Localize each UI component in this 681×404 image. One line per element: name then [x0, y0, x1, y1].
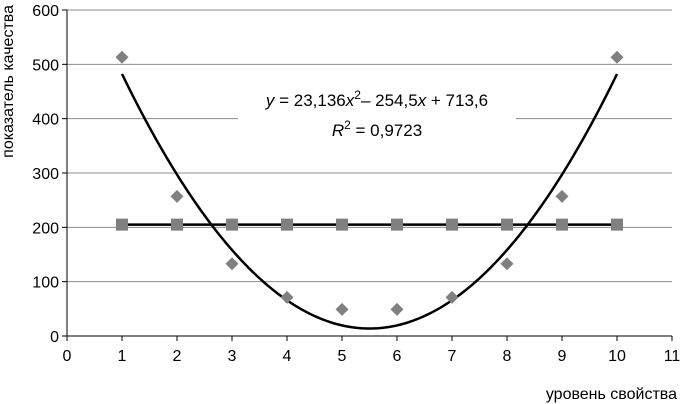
- y-tick-label: 100: [32, 275, 59, 292]
- x-tick-label: 10: [608, 348, 626, 365]
- x-tick-label: 1: [118, 348, 127, 365]
- diamond-point: [390, 302, 404, 316]
- diamond-point: [500, 257, 514, 271]
- square-point: [171, 218, 183, 231]
- y-axis-title: показатель качества: [0, 5, 17, 158]
- square-point: [391, 218, 403, 231]
- x-tick-label: 0: [63, 348, 72, 365]
- equation-box: [238, 84, 516, 146]
- square-point: [336, 218, 348, 231]
- r-squared-label: R2 = 0,9723: [332, 118, 422, 140]
- square-point: [281, 218, 293, 231]
- x-tick-label: 4: [283, 348, 292, 365]
- trendline-equation: y = 23,136x2– 254,5x + 713,6: [265, 88, 488, 110]
- y-tick-label: 400: [32, 112, 59, 129]
- diamond-point: [280, 290, 294, 304]
- square-point: [226, 218, 238, 231]
- y-tick-label: 200: [32, 220, 59, 237]
- y-tick-label: 0: [50, 329, 59, 346]
- square-point: [556, 218, 568, 231]
- square-point: [116, 218, 128, 231]
- diamond-point: [445, 290, 459, 304]
- x-tick-label: 2: [173, 348, 182, 365]
- x-tick-label: 5: [338, 348, 347, 365]
- x-tick-label: 8: [503, 348, 512, 365]
- diamond-point: [555, 189, 569, 203]
- y-tick-label: 600: [32, 3, 59, 20]
- diamond-point: [115, 50, 129, 64]
- x-tick-label: 7: [448, 348, 457, 365]
- x-tick-label: 11: [664, 348, 681, 365]
- x-tick-label: 6: [393, 348, 402, 365]
- square-point: [446, 218, 458, 231]
- x-tick-label: 3: [228, 348, 237, 365]
- diamond-point: [335, 302, 349, 316]
- x-axis-title: уровень свойства: [546, 386, 677, 403]
- x-tick-label: 9: [558, 348, 567, 365]
- diamond-point: [170, 189, 184, 203]
- diamond-point: [225, 257, 239, 271]
- y-tick-label: 500: [32, 57, 59, 74]
- square-point: [501, 218, 513, 231]
- square-point: [611, 218, 623, 231]
- y-tick-label: 300: [32, 166, 59, 183]
- trendline: [120, 73, 619, 330]
- diamond-point: [610, 50, 624, 64]
